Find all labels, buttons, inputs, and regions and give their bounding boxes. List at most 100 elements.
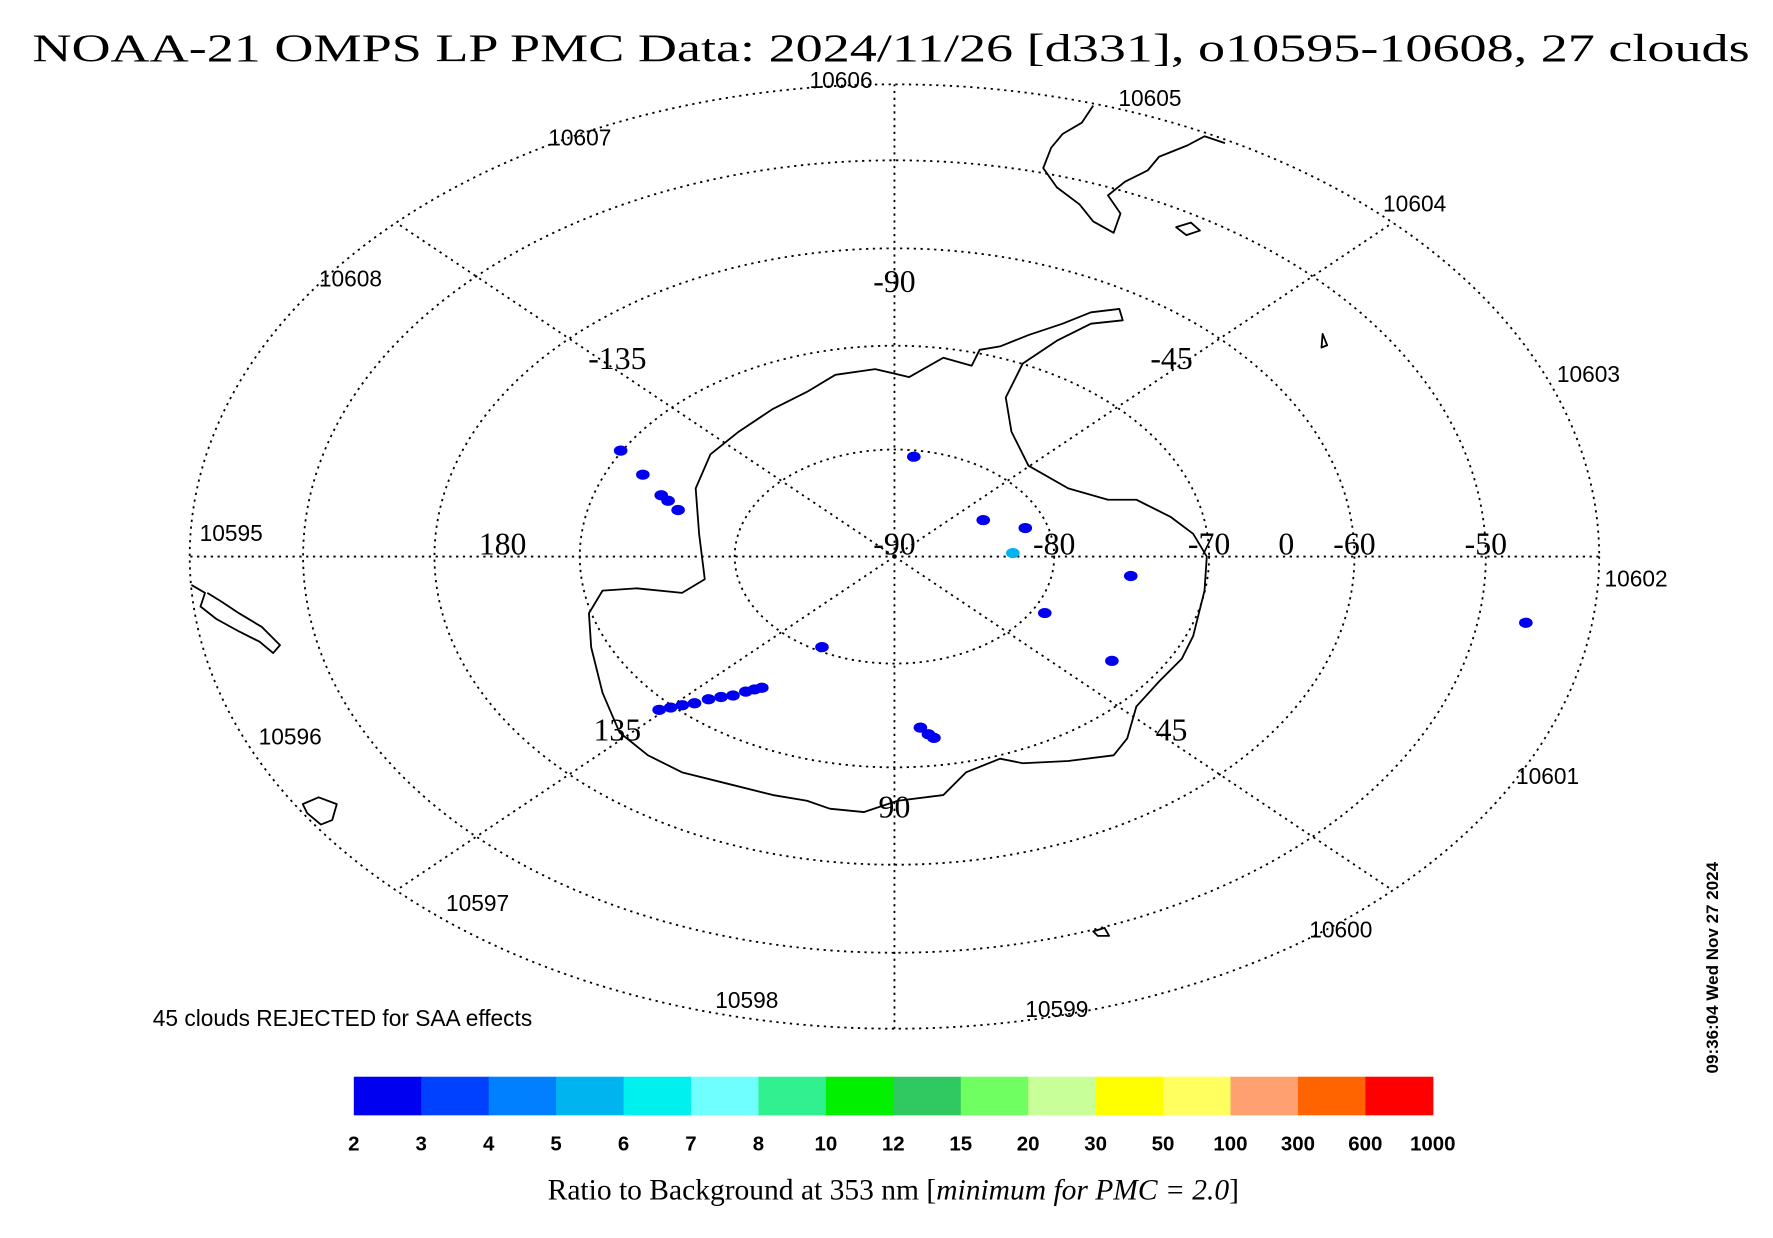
meridian xyxy=(395,221,895,558)
rejected-note: 45 clouds REJECTED for SAA effects xyxy=(153,1005,532,1031)
colorbar-box xyxy=(623,1076,692,1116)
colorbar-box xyxy=(960,1076,1029,1116)
orbit-label: 10604 xyxy=(1383,191,1446,217)
latitude-label: -60 xyxy=(1333,527,1375,562)
orbit-label: 10601 xyxy=(1516,763,1579,789)
colorbar-tick-label: 8 xyxy=(753,1132,764,1155)
colorbar-tick-label: 20 xyxy=(1017,1132,1040,1155)
colorbar-tick-label: 300 xyxy=(1281,1132,1315,1155)
cloud-point xyxy=(1519,617,1533,628)
colorbar-box xyxy=(1230,1076,1299,1116)
orbit-label: 10597 xyxy=(446,890,509,916)
cloud-point xyxy=(1006,547,1020,559)
orbit-label: 10603 xyxy=(1557,361,1620,387)
antarctica-coast xyxy=(588,308,1208,813)
longitude-label: -45 xyxy=(1150,341,1192,376)
cloud-point xyxy=(636,469,650,480)
colorbar-title-italic: minimum for PMC = 2.0 xyxy=(936,1174,1229,1206)
map-title: NOAA-21 OMPS LP PMC Data: 2024/11/26 [d3… xyxy=(32,28,1749,70)
cloud-point xyxy=(1123,570,1138,582)
cloud-point xyxy=(652,704,666,715)
colorbar-box xyxy=(1365,1076,1434,1116)
graticule xyxy=(188,83,1601,1030)
colorbar-box xyxy=(353,1076,422,1116)
colorbar-box xyxy=(825,1076,894,1116)
colorbar-title: Ratio to Background at 353 nm [minimum f… xyxy=(548,1174,1239,1206)
latitude-label: -70 xyxy=(1188,527,1230,562)
falkland-coast xyxy=(1175,221,1201,237)
colorbar-title-text: ] xyxy=(1229,1174,1239,1206)
cloud-point xyxy=(976,514,991,526)
latitude-circle xyxy=(302,159,1487,954)
map-labels: -90 -80 -70 -60 -50 0 -45 -90 -135 180 135 90 45 1059… xyxy=(200,67,1668,1022)
latitude-label: -90 xyxy=(873,527,915,562)
colorbar-box xyxy=(1095,1076,1164,1116)
orbit-label: 10600 xyxy=(1309,916,1372,942)
latitude-circle xyxy=(733,448,1056,665)
longitude-label: -135 xyxy=(588,341,646,376)
cloud-point xyxy=(1018,522,1033,534)
cloud-point xyxy=(714,691,728,703)
longitude-label: 90 xyxy=(879,789,911,824)
colorbar: 2 3 4 5 6 7 8 10 12 15 20 30 50 100 300 600 1000 xyxy=(348,1076,1456,1155)
colorbar-tick-label: 100 xyxy=(1213,1132,1247,1155)
colorbar-box xyxy=(556,1076,625,1116)
colorbar-tick-label: 5 xyxy=(550,1132,561,1155)
colorbar-tick-label: 3 xyxy=(416,1132,427,1155)
south-america-coast xyxy=(1042,105,1226,234)
latitude-label: -50 xyxy=(1465,527,1507,562)
colorbar-tick-label: 50 xyxy=(1152,1132,1175,1155)
latitude-label: -80 xyxy=(1033,527,1075,562)
orbit-label: 10598 xyxy=(715,987,778,1013)
orbit-label: 10599 xyxy=(1025,996,1088,1022)
colorbar-tick-label: 7 xyxy=(685,1132,696,1155)
colorbar-box xyxy=(421,1076,490,1116)
orbit-label: 10605 xyxy=(1118,85,1181,111)
meridian xyxy=(893,555,1394,892)
colorbar-tick-label: 6 xyxy=(618,1132,629,1155)
orbit-label: 10602 xyxy=(1605,565,1668,591)
colorbar-tick-label: 15 xyxy=(949,1132,972,1155)
coastlines xyxy=(190,105,1329,937)
colorbar-box xyxy=(488,1076,557,1116)
map-boundary xyxy=(188,83,1601,1030)
island-coast xyxy=(1320,333,1329,349)
colorbar-tick-label: 30 xyxy=(1084,1132,1107,1155)
cloud-point xyxy=(1037,607,1052,619)
timestamp: 09:36:04 Wed Nov 27 2024 xyxy=(1703,861,1722,1073)
cloud-point xyxy=(913,722,928,733)
island-coast xyxy=(1092,927,1111,937)
colorbar-box xyxy=(1028,1076,1097,1116)
longitude-label: 180 xyxy=(479,527,527,562)
cloud-point xyxy=(661,495,675,506)
cloud-point xyxy=(755,682,769,693)
orbit-label: 10607 xyxy=(548,125,611,151)
new-zealand-coast xyxy=(190,584,281,654)
colorbar-box xyxy=(1163,1076,1232,1116)
cloud-point xyxy=(927,732,941,744)
cloud-point xyxy=(613,445,628,456)
cloud-point xyxy=(663,702,678,713)
colorbar-box xyxy=(758,1076,827,1116)
colorbar-box xyxy=(1297,1076,1366,1116)
colorbar-tick-label: 10 xyxy=(815,1132,838,1155)
longitude-label: 0 xyxy=(1278,527,1294,562)
colorbar-box xyxy=(691,1076,760,1116)
colorbar-tick-label: 1000 xyxy=(1410,1132,1455,1155)
colorbar-tick-label: 12 xyxy=(882,1132,905,1155)
island-coast xyxy=(301,796,338,826)
meridian xyxy=(893,221,1394,558)
cloud-point xyxy=(815,642,829,653)
cloud-point xyxy=(675,700,690,711)
colorbar-title-text: Ratio to Background at 353 nm [ xyxy=(548,1174,937,1206)
cloud-point xyxy=(1105,655,1119,666)
cloud-point xyxy=(671,504,685,516)
cloud-point xyxy=(726,690,740,701)
cloud-point xyxy=(701,694,716,705)
meridian xyxy=(395,555,895,892)
longitude-label: -90 xyxy=(873,264,915,299)
longitude-label: 135 xyxy=(594,712,642,747)
cloud-points xyxy=(613,445,1533,744)
